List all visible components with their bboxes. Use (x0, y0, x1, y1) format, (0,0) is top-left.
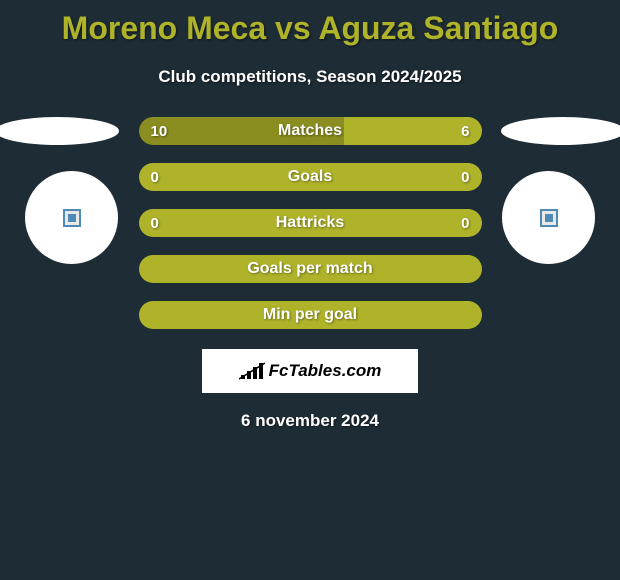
comparison-subtitle: Club competitions, Season 2024/2025 (0, 67, 620, 87)
player-avatar-right (501, 117, 620, 145)
stat-value-left: 0 (151, 215, 159, 232)
attribution-text: FcTables.com (269, 361, 382, 381)
stat-row-goals: 0 Goals 0 (139, 163, 482, 191)
team-badge-left (25, 171, 118, 264)
stat-row-min-per-goal: Min per goal (139, 301, 482, 329)
stat-value-right: 6 (461, 123, 469, 140)
stat-label: Matches (278, 122, 342, 140)
stat-value-right: 0 (461, 215, 469, 232)
stat-label: Min per goal (263, 306, 357, 324)
comparison-title: Moreno Meca vs Aguza Santiago (0, 0, 620, 47)
stat-label: Goals per match (247, 260, 372, 278)
stat-row-matches: 10 Matches 6 (139, 117, 482, 145)
stat-row-hattricks: 0 Hattricks 0 (139, 209, 482, 237)
stat-value-left: 0 (151, 169, 159, 186)
stat-row-goals-per-match: Goals per match (139, 255, 482, 283)
attribution-badge: FcTables.com (202, 349, 418, 393)
team-badge-right (502, 171, 595, 264)
team-logo-icon (540, 209, 558, 227)
stat-label: Hattricks (276, 214, 344, 232)
team-logo-icon (63, 209, 81, 227)
content-area: 10 Matches 6 0 Goals 0 0 Hattricks 0 Goa… (0, 117, 620, 431)
player-avatar-left (0, 117, 119, 145)
chart-icon (239, 361, 265, 381)
stat-value-left: 10 (151, 123, 168, 140)
stat-label: Goals (288, 168, 332, 186)
stat-value-right: 0 (461, 169, 469, 186)
date-text: 6 november 2024 (0, 411, 620, 431)
